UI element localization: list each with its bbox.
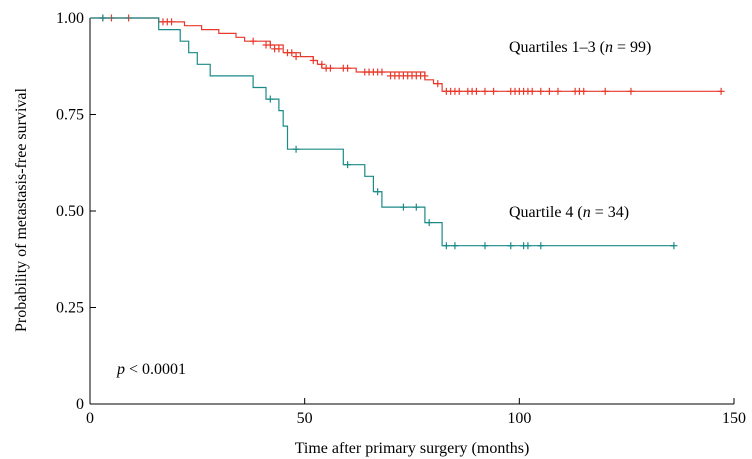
- y-tick-label: 1.00: [56, 10, 84, 27]
- series-0: [90, 14, 725, 95]
- censor-mark: [309, 56, 317, 64]
- censor-mark: [399, 203, 407, 211]
- y-axis-label: Probability of metastasis-free survival: [13, 87, 30, 331]
- censor-mark: [374, 188, 382, 196]
- censor-mark: [490, 87, 498, 95]
- x-tick-label: 100: [507, 410, 531, 427]
- censor-mark: [378, 68, 386, 76]
- y-tick-label: 0: [76, 396, 84, 413]
- series-label-n: n: [605, 39, 613, 56]
- censor-mark: [292, 53, 300, 61]
- censor-mark: [275, 45, 283, 53]
- censor-mark: [627, 87, 635, 95]
- censor-mark: [412, 203, 420, 211]
- series-line: [90, 17, 674, 247]
- censor-mark: [442, 242, 450, 250]
- series-1: [90, 14, 678, 250]
- x-tick-label: 0: [86, 410, 94, 427]
- series-label-after: = 34): [591, 204, 629, 221]
- x-axis-label: Time after primary surgery (months): [295, 440, 530, 457]
- series-group: [90, 14, 725, 250]
- series-label-before: Quartile 4 (: [509, 204, 583, 221]
- censor-mark: [537, 87, 545, 95]
- censor-mark: [344, 161, 352, 169]
- y-ticks: 0 0.25 0.50 0.75 1.00: [56, 10, 96, 413]
- censor-mark: [434, 80, 442, 88]
- censor-mark: [168, 18, 176, 26]
- y-tick-label: 0.75: [56, 107, 84, 124]
- censor-mark: [601, 87, 609, 95]
- p-value-text: < 0.0001: [125, 361, 186, 378]
- censor-mark: [528, 87, 536, 95]
- p-symbol: p: [116, 361, 125, 378]
- censor-mark: [421, 72, 429, 80]
- p-value-annotation: p < 0.0001: [116, 361, 186, 378]
- y-tick-label: 0.25: [56, 300, 84, 317]
- censor-mark: [472, 87, 480, 95]
- censor-mark: [580, 87, 588, 95]
- censor-mark: [524, 242, 532, 250]
- series-label-quartile-4: Quartile 4 (n = 34): [509, 204, 629, 221]
- x-tick-label: 150: [722, 410, 746, 427]
- censor-mark: [481, 242, 489, 250]
- censor-mark: [292, 145, 300, 153]
- censor-mark: [99, 14, 107, 22]
- x-ticks: 0 50 100 150: [86, 398, 746, 427]
- censor-mark: [318, 60, 326, 68]
- censor-mark: [451, 242, 459, 250]
- censor-mark: [545, 87, 553, 95]
- censor-mark: [537, 242, 545, 250]
- censor-mark: [717, 87, 725, 95]
- x-tick-label: 50: [297, 410, 313, 427]
- series-label-quartiles-1-3: Quartiles 1–3 (n = 99): [509, 39, 651, 56]
- censor-mark: [554, 87, 562, 95]
- censor-mark: [266, 41, 274, 49]
- censor-mark: [266, 95, 274, 103]
- censor-mark: [326, 64, 334, 72]
- series-label-after: = 99): [613, 39, 651, 56]
- censor-mark: [481, 87, 489, 95]
- censor-mark: [249, 37, 257, 45]
- censor-mark: [455, 87, 463, 95]
- y-tick-label: 0.50: [56, 203, 84, 220]
- series-label-n: n: [583, 204, 591, 221]
- censor-mark: [425, 219, 433, 227]
- series-label-before: Quartiles 1–3 (: [509, 39, 605, 56]
- censor-mark: [288, 49, 296, 57]
- censor-mark: [344, 64, 352, 72]
- censor-mark: [507, 242, 515, 250]
- censor-mark: [670, 242, 678, 250]
